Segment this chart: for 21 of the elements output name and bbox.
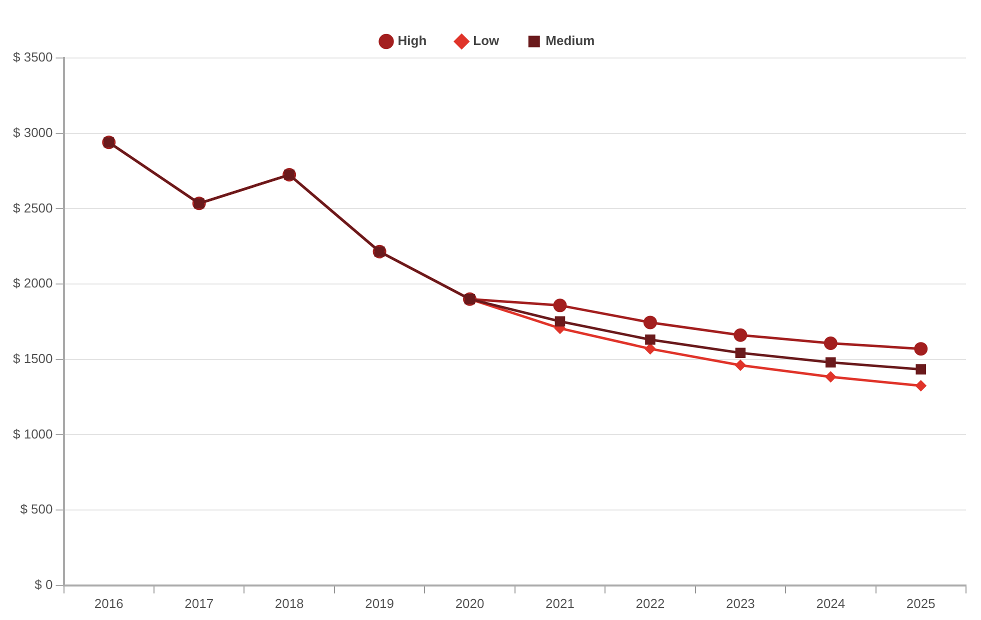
y-tick-label: $ 3000	[12, 124, 53, 140]
legend-label: Low	[473, 33, 500, 48]
y-tick-label: $ 3500	[12, 50, 53, 65]
x-tick-label: 2025	[906, 596, 936, 611]
x-tick-label: 2022	[636, 596, 665, 611]
x-tick-label: 2017	[184, 596, 214, 611]
y-tick-label: $ 1000	[12, 426, 53, 442]
x-tick-label: 2019	[365, 596, 394, 611]
y-tick-label: $ 1500	[12, 350, 53, 366]
x-tick-label: 2018	[274, 596, 304, 611]
y-tick-label: $ 500	[20, 502, 53, 517]
x-tick-label: 2016	[94, 596, 124, 611]
x-tick-label: 2024	[816, 596, 846, 611]
x-tick-label: 2021	[546, 596, 574, 611]
y-tick-label: $ 0	[34, 576, 53, 592]
x-tick-label: 2023	[726, 596, 755, 611]
legend-label: High	[398, 33, 427, 48]
y-tick-label: $ 2500	[12, 200, 53, 216]
x-tick-label: 2020	[455, 596, 484, 611]
legend-label: Medium	[546, 33, 595, 48]
y-tick-label: $ 2000	[12, 276, 53, 291]
